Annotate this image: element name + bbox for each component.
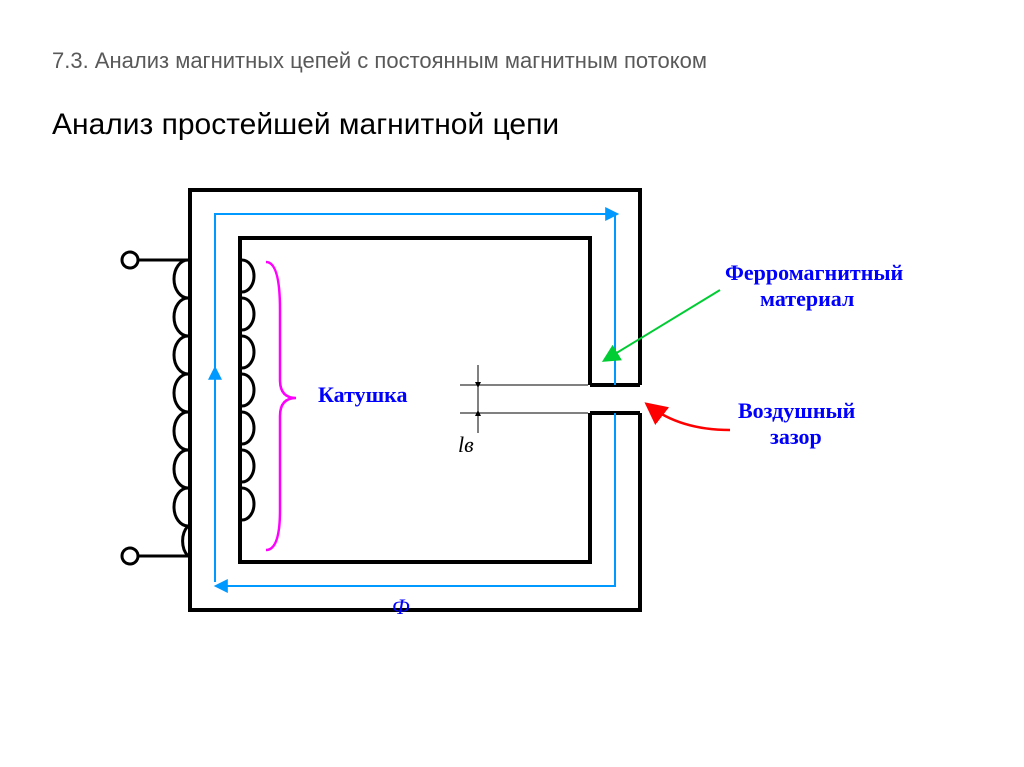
gap-length-label: lв bbox=[458, 432, 474, 458]
airgap-label-1: Воздушный bbox=[738, 398, 855, 424]
airgap-label-2: зазор bbox=[770, 424, 822, 450]
ferro-pointer bbox=[605, 290, 720, 360]
section-title: 7.3. Анализ магнитных цепей с постоянным… bbox=[52, 48, 707, 74]
airgap-pointer bbox=[648, 405, 730, 430]
magnetic-circuit-diagram: Катушка Ферромагнитный материал Воздушны… bbox=[60, 170, 960, 690]
core bbox=[190, 190, 640, 610]
coil-label: Катушка bbox=[318, 382, 408, 408]
main-title: Анализ простейшей магнитной цепи bbox=[52, 108, 559, 142]
ferro-label-2: материал bbox=[760, 286, 854, 312]
diagram-svg bbox=[60, 170, 960, 690]
coil-bracket bbox=[266, 262, 296, 550]
ferro-label-1: Ферромагнитный bbox=[725, 260, 903, 286]
flux-label: Ф bbox=[392, 594, 410, 620]
gap-dimension bbox=[460, 365, 588, 433]
